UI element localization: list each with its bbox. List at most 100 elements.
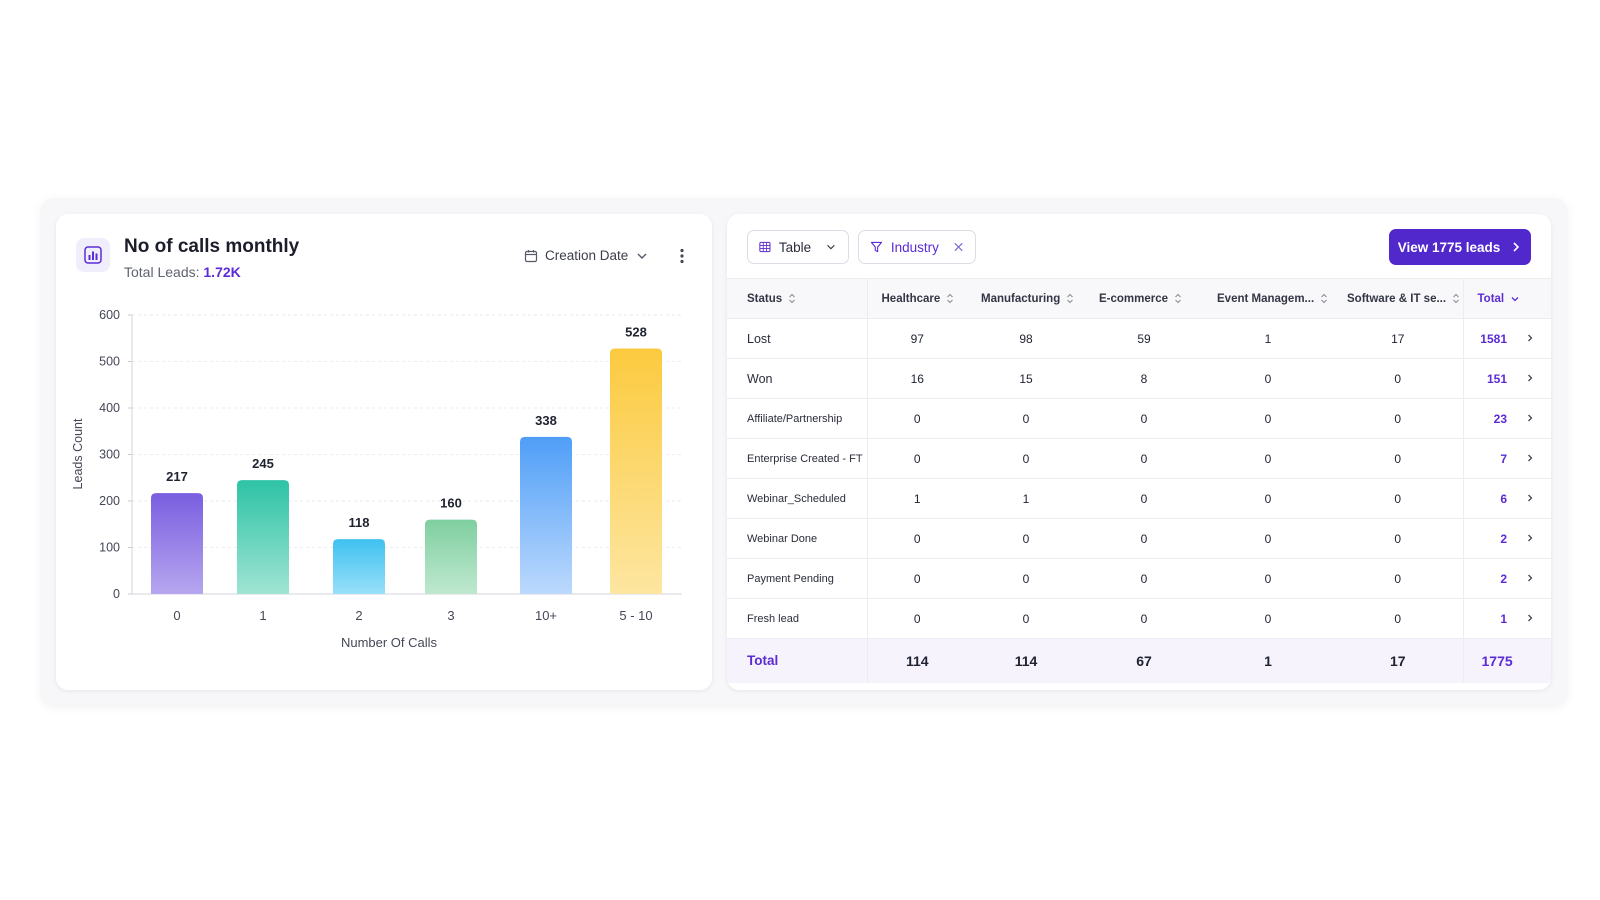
row-total-value: 151 — [1486, 371, 1507, 386]
chevron-right-icon[interactable] — [1525, 412, 1535, 426]
chevron-right-icon[interactable] — [1525, 572, 1535, 586]
column-header-2[interactable]: Manufacturing — [967, 278, 1085, 319]
sort-icon[interactable] — [1174, 293, 1182, 304]
total-leads-label: Total Leads: — [124, 264, 200, 280]
y-tick-label: 200 — [99, 494, 120, 508]
more-options-icon[interactable] — [674, 246, 690, 266]
chevron-right-icon[interactable] — [1525, 332, 1535, 346]
chart-title: No of calls monthly — [124, 236, 300, 257]
sort-icon[interactable] — [788, 293, 796, 304]
view-leads-button[interactable]: View 1775 leads — [1389, 229, 1531, 265]
chevron-right-icon[interactable] — [1525, 492, 1535, 506]
x-tick-label: 2 — [355, 608, 362, 623]
column-header-0[interactable]: Status — [727, 278, 868, 319]
chart-subtitle: Total Leads: 1.72K — [124, 264, 241, 280]
table-header-row: Status Healthcare Manufacturing E-commerce E… — [727, 278, 1551, 319]
y-tick-label: 600 — [99, 308, 120, 322]
bar-2[interactable] — [333, 539, 385, 594]
column-header-6[interactable]: Total — [1463, 278, 1551, 319]
calendar-icon — [524, 249, 538, 262]
count-cell: 1 — [867, 478, 967, 519]
column-header-label: Event Managem... — [1217, 292, 1315, 305]
count-cell: 0 — [1333, 598, 1464, 639]
y-axis-label: Leads Count — [71, 418, 85, 489]
row-total-cell[interactable]: 1 — [1463, 598, 1551, 639]
y-tick-label: 400 — [99, 401, 120, 415]
bar-5-10[interactable] — [610, 348, 662, 594]
row-total-cell[interactable]: 2 — [1463, 558, 1551, 599]
table-view-dropdown[interactable]: Table — [747, 230, 849, 264]
chevron-right-icon[interactable] — [1525, 452, 1535, 466]
sort-icon[interactable] — [1066, 293, 1074, 304]
table-row[interactable]: Webinar Done 0 0 0 0 0 2 — [727, 518, 1551, 559]
bar-10+[interactable] — [520, 436, 572, 594]
row-total-cell[interactable]: 2 — [1463, 518, 1551, 559]
table-row[interactable]: Affiliate/Partnership 0 0 0 0 0 23 — [727, 398, 1551, 439]
totals-row: Total 114 114 67 1 17 1775 — [727, 638, 1551, 683]
chevron-right-icon[interactable] — [1525, 532, 1535, 546]
count-cell: 59 — [1085, 318, 1203, 359]
count-cell: 0 — [967, 398, 1085, 439]
bar-1[interactable] — [237, 480, 289, 594]
count-cell: 0 — [1085, 478, 1203, 519]
bar-value-label: 528 — [625, 324, 647, 339]
chevron-down-icon[interactable] — [1510, 294, 1520, 304]
column-header-5[interactable]: Software & IT se... — [1333, 278, 1464, 319]
count-cell: 98 — [967, 318, 1085, 359]
table-row[interactable]: Enterprise Created - FT 0 0 0 0 0 7 — [727, 438, 1551, 479]
column-header-label: Software & IT se... — [1347, 292, 1447, 305]
leads-table-card: Table Industry View 1775 leads Status Hea… — [727, 214, 1551, 690]
y-tick-label: 100 — [99, 541, 120, 555]
chevron-right-icon[interactable] — [1525, 612, 1535, 626]
count-cell: 0 — [1333, 518, 1464, 559]
bar-3[interactable] — [425, 519, 477, 594]
calls-chart-card: No of calls monthly Total Leads: 1.72K C… — [56, 214, 712, 690]
bar-value-label: 118 — [349, 515, 370, 530]
bar-chart: 0 100 200 300 400 500 600 217 0 245 1 118 2 160 3 338 10… — [71, 308, 682, 650]
count-cell: 0 — [967, 558, 1085, 599]
x-tick-label: 3 — [447, 608, 454, 623]
table-icon — [759, 241, 771, 253]
sort-icon[interactable] — [946, 293, 954, 304]
row-total-cell[interactable]: 23 — [1463, 398, 1551, 439]
count-cell: 0 — [1203, 478, 1333, 519]
column-header-1[interactable]: Healthcare — [867, 278, 967, 319]
count-cell: 0 — [1203, 558, 1333, 599]
table-row[interactable]: Fresh lead 0 0 0 0 0 1 — [727, 598, 1551, 639]
column-header-label: Total — [1477, 292, 1505, 305]
status-cell: Lost — [727, 318, 868, 359]
count-cell: 0 — [1085, 398, 1203, 439]
row-total-value: 7 — [1500, 451, 1507, 466]
count-cell: 0 — [967, 438, 1085, 479]
status-cell: Webinar Done — [727, 518, 868, 559]
count-cell: 0 — [1203, 518, 1333, 559]
column-header-4[interactable]: Event Managem... — [1203, 278, 1333, 319]
row-total-cell[interactable]: 7 — [1463, 438, 1551, 479]
sort-icon[interactable] — [1320, 293, 1328, 304]
status-cell: Enterprise Created - FT — [727, 438, 868, 479]
count-cell: 1 — [967, 478, 1085, 519]
count-cell: 17 — [1333, 318, 1464, 359]
bar-0[interactable] — [151, 493, 203, 594]
x-tick-label: 0 — [173, 608, 180, 623]
column-header-3[interactable]: E-commerce — [1085, 278, 1203, 319]
table-row[interactable]: Won 16 15 8 0 0 151 — [727, 358, 1551, 399]
row-total-cell[interactable]: 151 — [1463, 358, 1551, 399]
table-row[interactable]: Lost 97 98 59 1 17 1581 — [727, 318, 1551, 359]
column-total-cell: 17 — [1333, 638, 1464, 683]
count-cell: 0 — [967, 598, 1085, 639]
creation-date-dropdown[interactable]: Creation Date — [524, 248, 649, 263]
column-total-cell: 67 — [1085, 638, 1203, 683]
chevron-right-icon[interactable] — [1525, 372, 1535, 386]
close-icon[interactable] — [953, 241, 964, 253]
table-row[interactable]: Payment Pending 0 0 0 0 0 2 — [727, 558, 1551, 599]
status-cell: Won — [727, 358, 868, 399]
sort-icon[interactable] — [1452, 293, 1460, 304]
row-total-cell[interactable]: 1581 — [1463, 318, 1551, 359]
industry-filter-chip[interactable]: Industry — [858, 230, 976, 264]
table-row[interactable]: Webinar_Scheduled 1 1 0 0 0 6 — [727, 478, 1551, 519]
bar-chart-icon — [76, 238, 110, 272]
grand-total-value: 1775 — [1481, 652, 1513, 669]
x-tick-label: 5 - 10 — [619, 608, 652, 623]
row-total-cell[interactable]: 6 — [1463, 478, 1551, 519]
